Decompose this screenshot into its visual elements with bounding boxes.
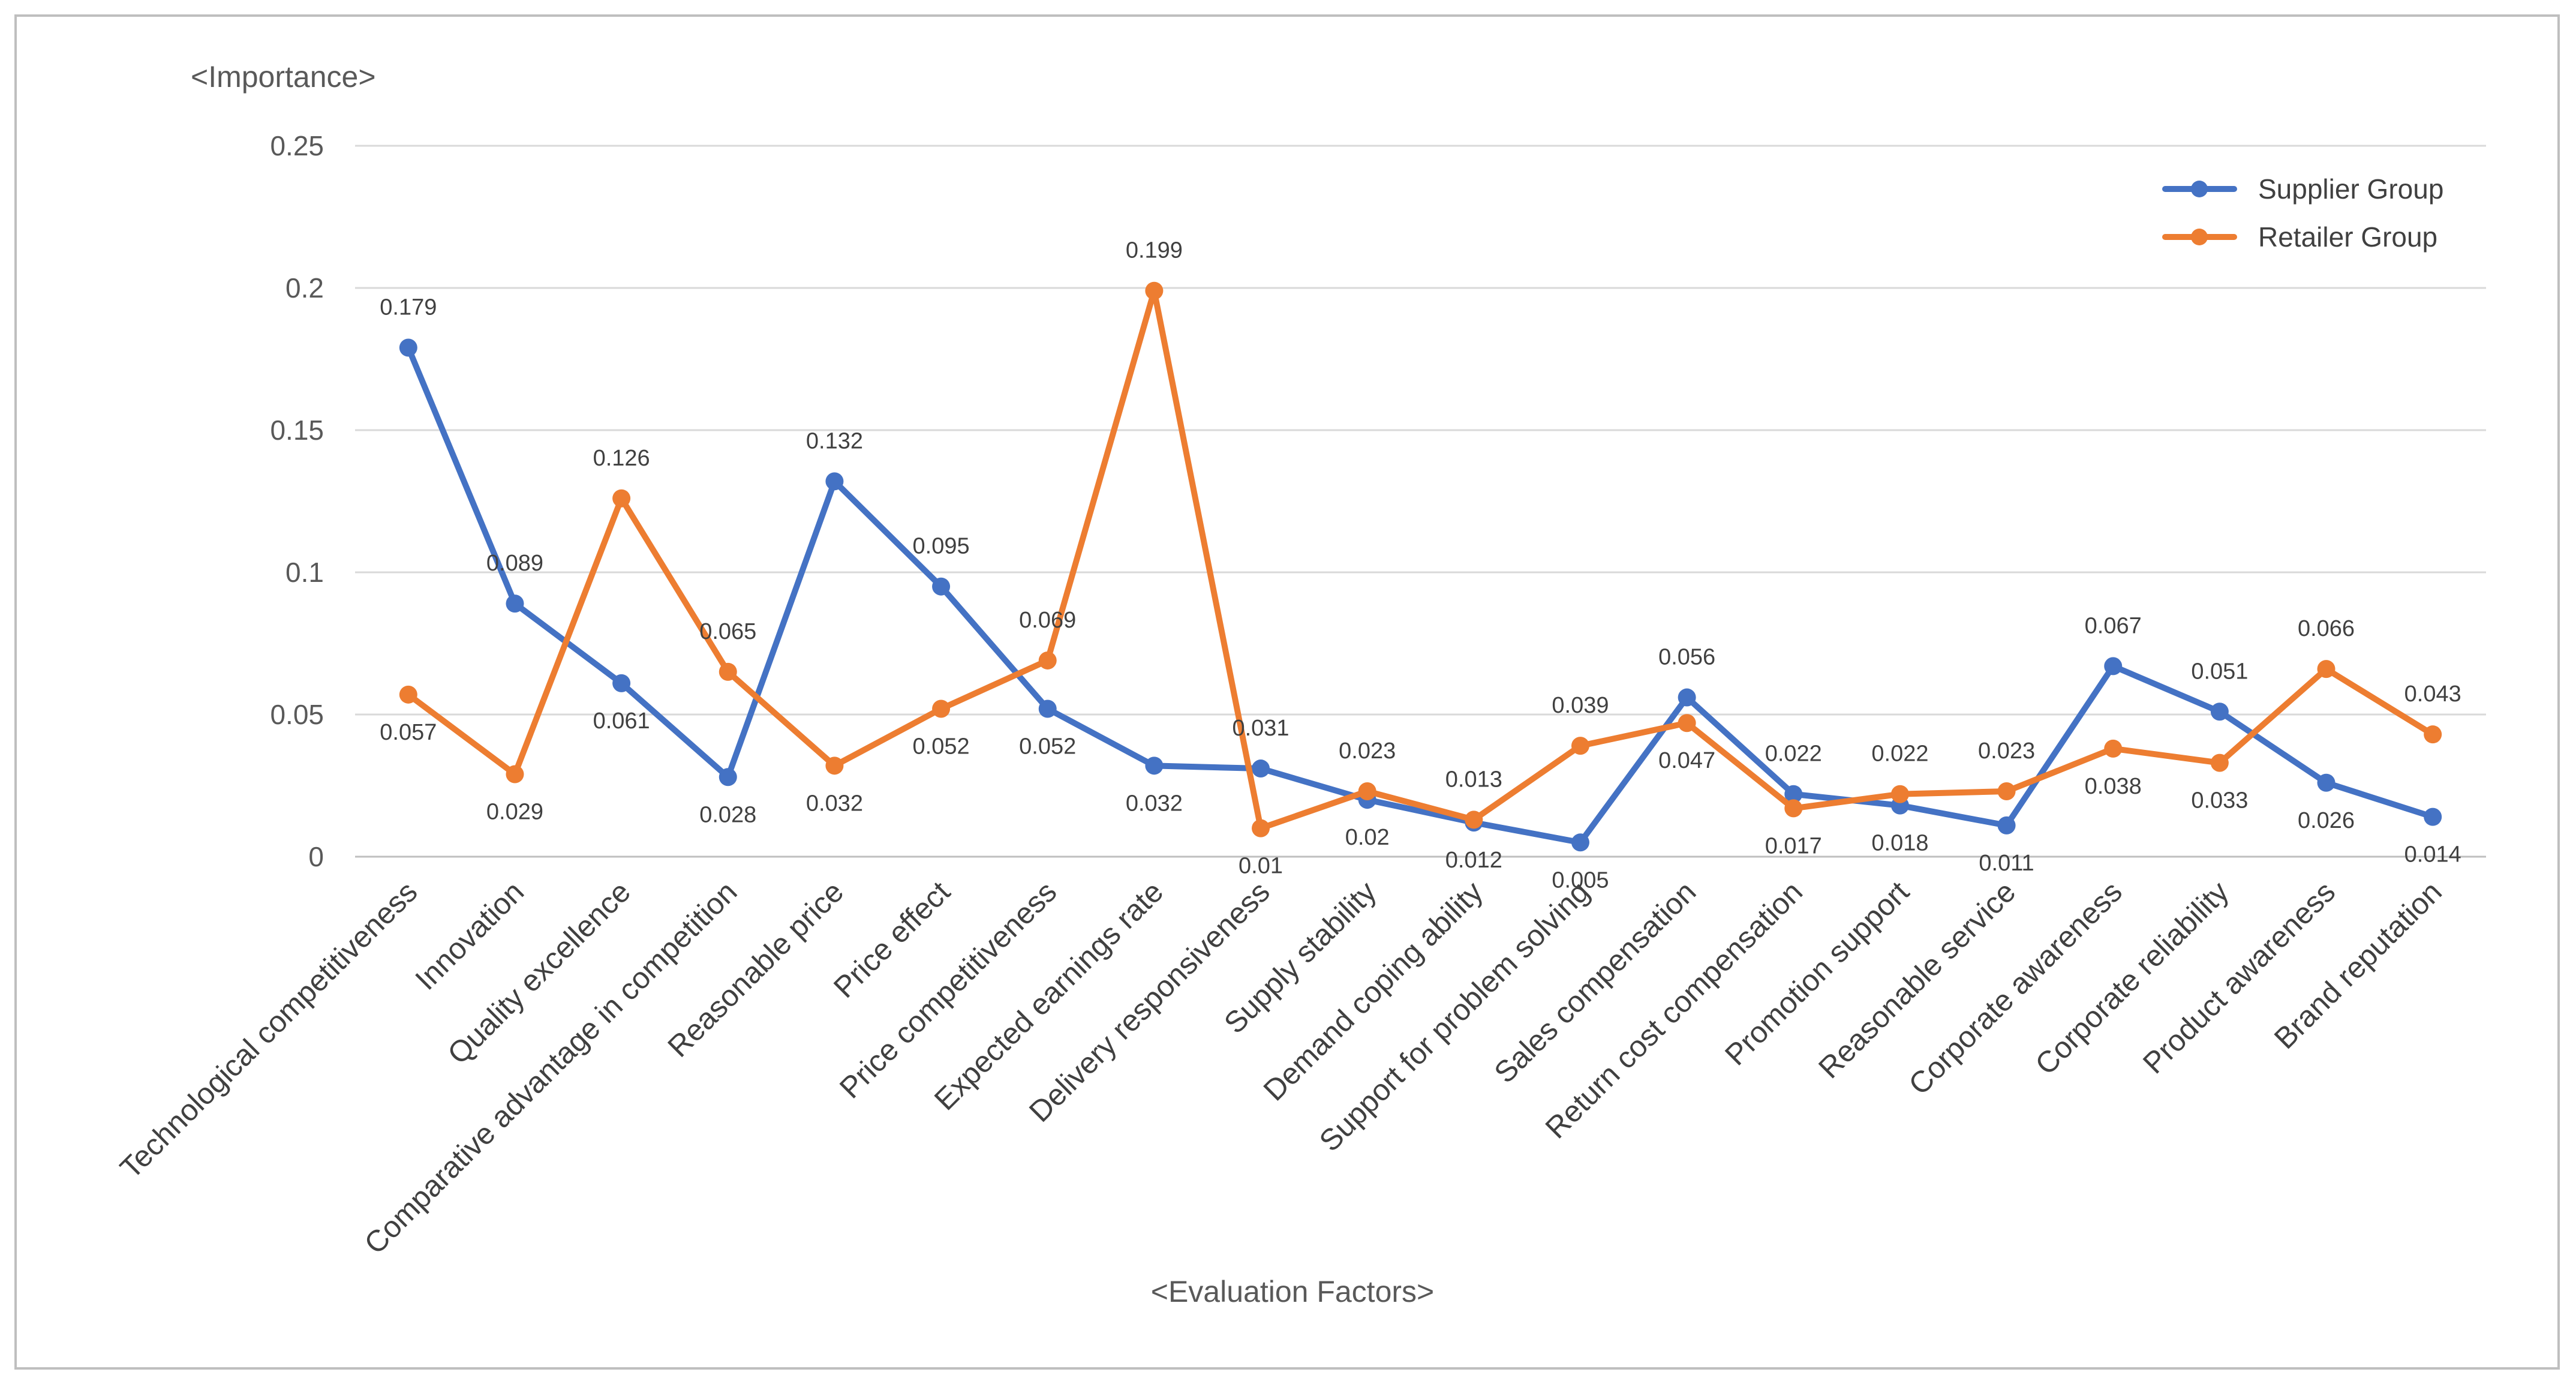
data-label: 0.126 bbox=[593, 446, 650, 471]
data-point bbox=[399, 685, 417, 704]
data-label: 0.066 bbox=[2298, 616, 2355, 641]
chart-border bbox=[14, 14, 2560, 1370]
data-point bbox=[1358, 782, 1376, 800]
legend-label: Retailer Group bbox=[2258, 221, 2437, 253]
data-label: 0.028 bbox=[699, 802, 756, 827]
data-point bbox=[1678, 714, 1696, 732]
data-point bbox=[2104, 739, 2123, 758]
legend-swatch-marker bbox=[2191, 229, 2208, 245]
data-label: 0.032 bbox=[806, 791, 863, 816]
data-label: 0.029 bbox=[486, 800, 543, 825]
legend-label: Supplier Group bbox=[2258, 173, 2443, 205]
y-tick-label: 0.25 bbox=[270, 130, 324, 161]
data-label: 0.018 bbox=[1871, 831, 1928, 856]
data-label: 0.199 bbox=[1126, 238, 1183, 263]
data-point bbox=[506, 765, 524, 783]
data-label: 0.013 bbox=[1445, 767, 1502, 792]
data-point bbox=[1252, 819, 1270, 837]
data-point bbox=[1038, 699, 1057, 718]
data-point bbox=[399, 338, 417, 357]
data-label: 0.051 bbox=[2191, 659, 2248, 684]
data-point bbox=[1571, 737, 1589, 755]
data-point bbox=[932, 577, 951, 596]
data-label: 0.039 bbox=[1552, 693, 1609, 718]
data-point bbox=[1571, 833, 1589, 852]
y-axis-title: <Importance> bbox=[191, 60, 376, 94]
data-point bbox=[1465, 810, 1483, 829]
data-point bbox=[1997, 816, 2016, 834]
data-point bbox=[719, 768, 737, 786]
data-point bbox=[1145, 756, 1164, 775]
data-point bbox=[2210, 702, 2229, 721]
data-point bbox=[1890, 785, 1909, 803]
data-label: 0.017 bbox=[1765, 833, 1822, 858]
data-point bbox=[1784, 785, 1803, 803]
gridlines bbox=[355, 145, 2486, 858]
data-label: 0.012 bbox=[1445, 848, 1502, 873]
x-axis-title: <Evaluation Factors> bbox=[1151, 1275, 1435, 1308]
data-label: 0.089 bbox=[486, 551, 543, 576]
data-point bbox=[1678, 688, 1696, 707]
data-label: 0.022 bbox=[1765, 741, 1822, 767]
data-point bbox=[2104, 657, 2123, 676]
legend-swatch-marker bbox=[2191, 181, 2208, 197]
data-label: 0.095 bbox=[913, 534, 970, 559]
data-point bbox=[2210, 753, 2229, 772]
series-line-supplier bbox=[405, 344, 2436, 846]
data-label: 0.023 bbox=[1339, 738, 1396, 764]
data-point bbox=[719, 662, 737, 681]
data-label: 0.132 bbox=[806, 428, 863, 454]
data-label: 0.005 bbox=[1552, 867, 1609, 893]
y-axis-ticks: 0 0.05 0.1 0.15 0.2 0.25 bbox=[270, 130, 324, 872]
data-point bbox=[825, 756, 844, 775]
data-label: 0.01 bbox=[1239, 854, 1283, 879]
data-label: 0.023 bbox=[1978, 738, 2035, 764]
data-point bbox=[2317, 660, 2335, 679]
y-tick-label: 0.05 bbox=[270, 699, 324, 730]
data-point bbox=[1252, 759, 1270, 778]
data-label: 0.056 bbox=[1658, 645, 1715, 670]
series-layer bbox=[399, 281, 2442, 852]
data-point bbox=[1038, 651, 1057, 670]
data-point bbox=[2317, 773, 2335, 792]
data-label: 0.022 bbox=[1871, 741, 1928, 767]
data-labels: 0.179 0.089 0.061 0.028 0.132 0.095 0.052 0.032… bbox=[380, 238, 2461, 893]
data-label: 0.011 bbox=[1979, 851, 2034, 876]
data-point bbox=[1997, 782, 2016, 800]
data-label: 0.031 bbox=[1232, 716, 1289, 741]
data-label: 0.02 bbox=[1345, 825, 1390, 850]
series-line-retailer bbox=[405, 287, 2436, 831]
data-point bbox=[825, 472, 844, 491]
data-point bbox=[932, 699, 951, 718]
legend: Supplier Group Retailer Group bbox=[2162, 173, 2443, 253]
data-point bbox=[506, 595, 524, 613]
y-tick-label: 0.1 bbox=[285, 557, 324, 588]
data-label: 0.057 bbox=[380, 720, 437, 745]
data-label: 0.043 bbox=[2404, 682, 2461, 707]
y-tick-label: 0.2 bbox=[285, 272, 324, 304]
data-point bbox=[2424, 725, 2442, 744]
data-label: 0.065 bbox=[699, 619, 756, 644]
data-label: 0.067 bbox=[2085, 613, 2142, 638]
data-label: 0.052 bbox=[1019, 734, 1076, 759]
data-label: 0.061 bbox=[593, 708, 650, 734]
data-label: 0.032 bbox=[1126, 791, 1183, 816]
data-label: 0.038 bbox=[2085, 774, 2142, 799]
data-label: 0.014 bbox=[2404, 842, 2461, 867]
data-label: 0.033 bbox=[2191, 788, 2248, 813]
data-label: 0.069 bbox=[1019, 608, 1076, 633]
data-label: 0.179 bbox=[380, 295, 437, 320]
data-label: 0.047 bbox=[1658, 748, 1715, 773]
y-tick-label: 0 bbox=[308, 841, 324, 872]
data-point bbox=[1145, 281, 1164, 300]
y-tick-label: 0.15 bbox=[270, 415, 324, 446]
data-point bbox=[2424, 807, 2442, 826]
data-point bbox=[612, 489, 631, 508]
data-label: 0.052 bbox=[913, 734, 970, 759]
data-point bbox=[1784, 799, 1803, 818]
data-point bbox=[612, 674, 631, 692]
data-label: 0.026 bbox=[2298, 808, 2355, 833]
